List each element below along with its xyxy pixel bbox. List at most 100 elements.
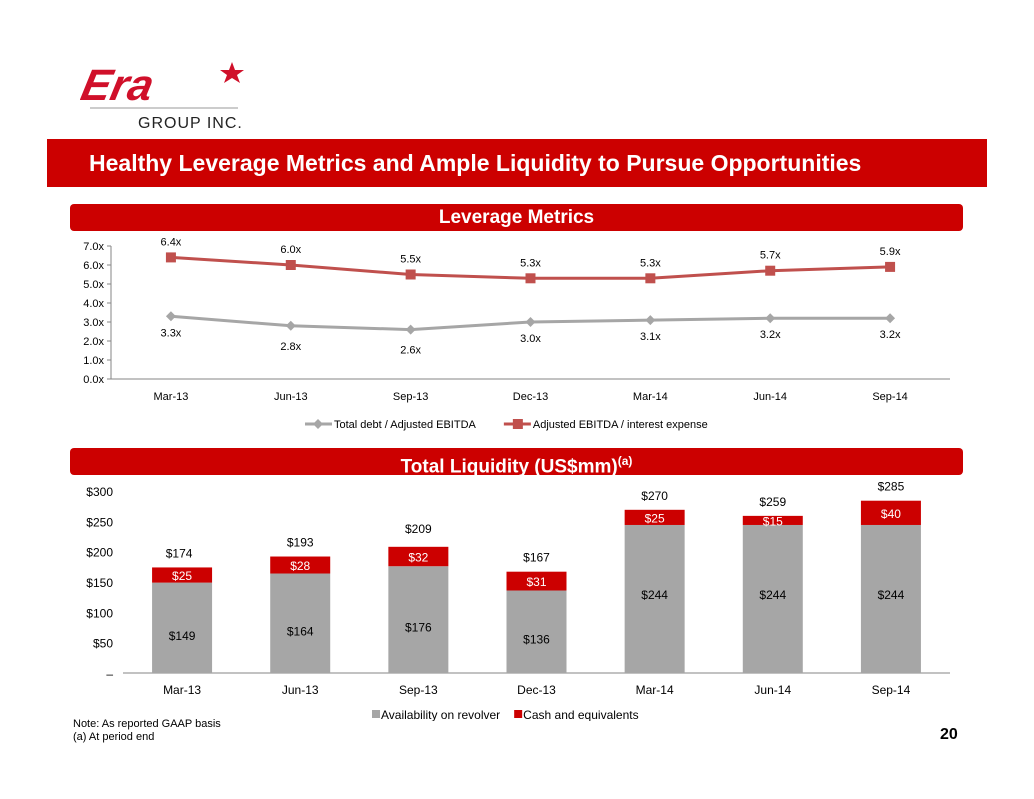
- bar-total-label: $174: [166, 546, 193, 560]
- x-tick-label: Sep-14: [872, 683, 911, 697]
- y-tick-label: $50: [93, 637, 113, 651]
- legend-label: Cash and equivalents: [523, 708, 638, 721]
- data-point: [885, 313, 896, 324]
- data-label: 5.9x: [880, 246, 901, 258]
- bar-value-label: $176: [405, 621, 432, 635]
- y-tick-label: $100: [86, 606, 113, 620]
- bar-segment: [388, 546, 449, 567]
- bar-value-label: $164: [287, 624, 314, 638]
- bar-value-label: $32: [408, 551, 428, 565]
- y-tick-label: 2.0x: [83, 336, 104, 348]
- x-tick-label: Sep-13: [399, 683, 438, 697]
- y-tick-label: $150: [86, 576, 113, 590]
- data-label: 3.1x: [640, 331, 661, 343]
- data-label: 3.2x: [760, 329, 781, 341]
- bar-value-label: $25: [645, 511, 665, 525]
- bar-value-label: $25: [172, 569, 192, 583]
- bar-segment: [152, 582, 213, 673]
- bar-total-label: $270: [641, 489, 668, 503]
- liquidity-bar-chart: – $50 $100 $150 $200 $250 $300 Mar-13 Jun-13 Sep-…: [86, 480, 950, 721]
- bar-segment: [506, 571, 567, 591]
- y-tick-label: 3.0x: [83, 317, 104, 329]
- data-label: 3.2x: [880, 329, 901, 341]
- bar-segment: [624, 509, 685, 525]
- x-tick-label: Sep-13: [393, 391, 428, 403]
- section-title: Leverage Metrics: [438, 207, 595, 228]
- legend-swatch: [372, 710, 380, 718]
- y-tick-label: 4.0x: [83, 298, 104, 310]
- y-tick-label: 0.0x: [83, 374, 104, 386]
- bar-segment: [860, 524, 921, 673]
- bar-segment: [860, 500, 921, 525]
- legend-label: Total debt / Adjusted EBITDA: [334, 419, 477, 431]
- svg-text:GROUP INC.: GROUP INC.: [138, 115, 243, 132]
- data-label: 6.0x: [280, 244, 301, 256]
- data-label: 5.3x: [640, 257, 661, 269]
- bar-value-label: $136: [523, 633, 550, 647]
- bar-segment: [270, 573, 331, 673]
- y-tick-label: 5.0x: [83, 279, 104, 291]
- bar-value-label: $31: [526, 575, 546, 589]
- section-total-liquidity: Total Liquidity (US$mm)(a): [70, 448, 963, 478]
- data-label: 5.5x: [400, 254, 421, 266]
- data-label: 2.6x: [400, 345, 421, 357]
- bar-value-label: $244: [759, 588, 786, 602]
- bar-total-label: $259: [759, 495, 786, 509]
- bar-value-label: $28: [290, 559, 310, 573]
- x-tick-label: Mar-14: [636, 683, 674, 697]
- data-point: [645, 315, 656, 326]
- legend-label: Adjusted EBITDA / interest expense: [533, 419, 708, 431]
- x-tick-label: Dec-13: [513, 391, 548, 403]
- bar-segment: [624, 524, 685, 673]
- bar-segment: [270, 556, 331, 574]
- bar-total-label: $167: [523, 551, 550, 565]
- y-tick-label: $250: [86, 515, 113, 529]
- bar-segment: [388, 566, 449, 673]
- section-leverage-metrics: Leverage Metrics: [70, 204, 963, 231]
- data-label: 3.0x: [520, 333, 541, 345]
- data-label: 3.3x: [161, 327, 182, 339]
- bar-value-label: $244: [641, 588, 668, 602]
- data-point: [645, 273, 656, 284]
- x-tick-label: Jun-13: [274, 391, 308, 403]
- footnote-marker: (a): [617, 454, 633, 468]
- data-label: 5.7x: [760, 250, 781, 262]
- x-tick-label: Dec-13: [517, 683, 556, 697]
- data-point: [405, 269, 416, 280]
- bar-value-label: $149: [169, 629, 196, 643]
- data-point: [525, 273, 536, 284]
- bar-total-label: $285: [878, 480, 905, 494]
- legend-marker: [313, 419, 323, 429]
- x-tick-label: Jun-14: [754, 683, 791, 697]
- data-point: [765, 265, 776, 276]
- legend-marker: [512, 419, 523, 429]
- y-tick-label: $200: [86, 546, 113, 560]
- bar-total-label: $209: [405, 522, 432, 536]
- leverage-line-chart: 0.0x 1.0x 2.0x 3.0x 4.0x 5.0x 6.0x 7.0x Mar-13 Ju…: [83, 236, 950, 431]
- data-point: [885, 261, 896, 272]
- data-point: [405, 324, 416, 335]
- x-tick-label: Mar-14: [633, 391, 668, 403]
- y-tick-label: $300: [86, 485, 113, 499]
- legend-swatch: [514, 710, 523, 718]
- data-label: 6.4x: [161, 236, 182, 248]
- bar-value-label: $40: [881, 507, 901, 521]
- section-title: Total Liquidity (US$mm): [400, 456, 618, 478]
- era-group-logo: Era GROUP INC.: [77, 58, 250, 134]
- x-tick-label: Jun-13: [282, 683, 319, 697]
- bar-segment: [742, 515, 803, 525]
- legend-label: Availability on revolver: [381, 708, 500, 721]
- x-tick-label: Jun-14: [753, 391, 787, 403]
- bar-segment: [152, 567, 213, 583]
- data-point: [165, 311, 176, 322]
- note-period-end: (a) At period end: [73, 731, 155, 743]
- bar-value-label: $15: [763, 514, 783, 528]
- x-tick-label: Mar-13: [163, 683, 201, 697]
- footnotes: Note: As reported GAAP basis (a) At peri…: [73, 718, 221, 744]
- page-title: Healthy Leverage Metrics and Ample Liqui…: [47, 139, 987, 187]
- bar-segment: [506, 590, 567, 673]
- data-label: 5.3x: [520, 257, 541, 269]
- data-point: [285, 260, 296, 270]
- data-label: 2.8x: [280, 341, 301, 353]
- y-tick-label: 1.0x: [83, 355, 104, 367]
